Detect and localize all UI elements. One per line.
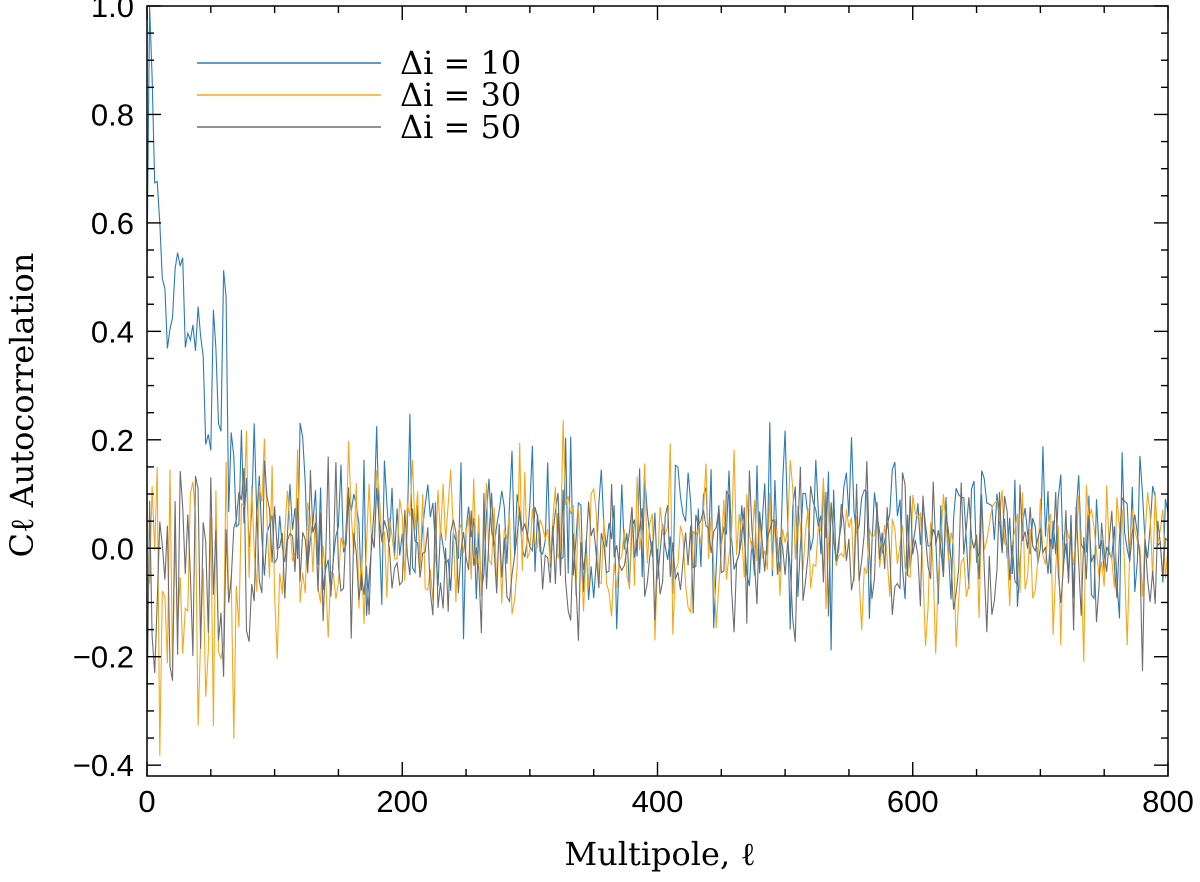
plot-frame [146, 5, 1169, 777]
y-tick-label: 1.0 [91, 0, 134, 24]
y-tick-label: −0.4 [73, 748, 134, 783]
y-tick-label: 0.4 [91, 314, 134, 349]
x-tick-label: 800 [1142, 784, 1194, 819]
series-layer [147, 6, 1168, 756]
x-axis-title: Multipole, ℓ [564, 835, 755, 873]
y-axis-title: Cℓ Autocorrelation [3, 253, 41, 558]
x-tick-label: 400 [632, 784, 684, 819]
legend-label-1: Δi = 10 [400, 44, 521, 82]
y-tick-label: 0.2 [91, 423, 134, 458]
x-tick-label: 200 [376, 784, 428, 819]
series-line-3 [147, 456, 1168, 718]
y-tick-label: 0.6 [91, 206, 134, 241]
legend-label-2: Δi = 30 [400, 76, 521, 114]
y-tick-label: 0.0 [91, 531, 134, 566]
y-tick-label: −0.2 [73, 640, 134, 675]
legend-label-3: Δi = 50 [400, 108, 521, 146]
x-tick-label: 600 [887, 784, 939, 819]
x-tick-label: 0 [138, 784, 155, 819]
y-tick-label: 0.8 [91, 97, 134, 132]
tick-label-layer: 0 200 400 600 800 −0.4 −0.2 0.0 0.2 0.4 0.6 0.8 1.0 [73, 0, 1194, 819]
